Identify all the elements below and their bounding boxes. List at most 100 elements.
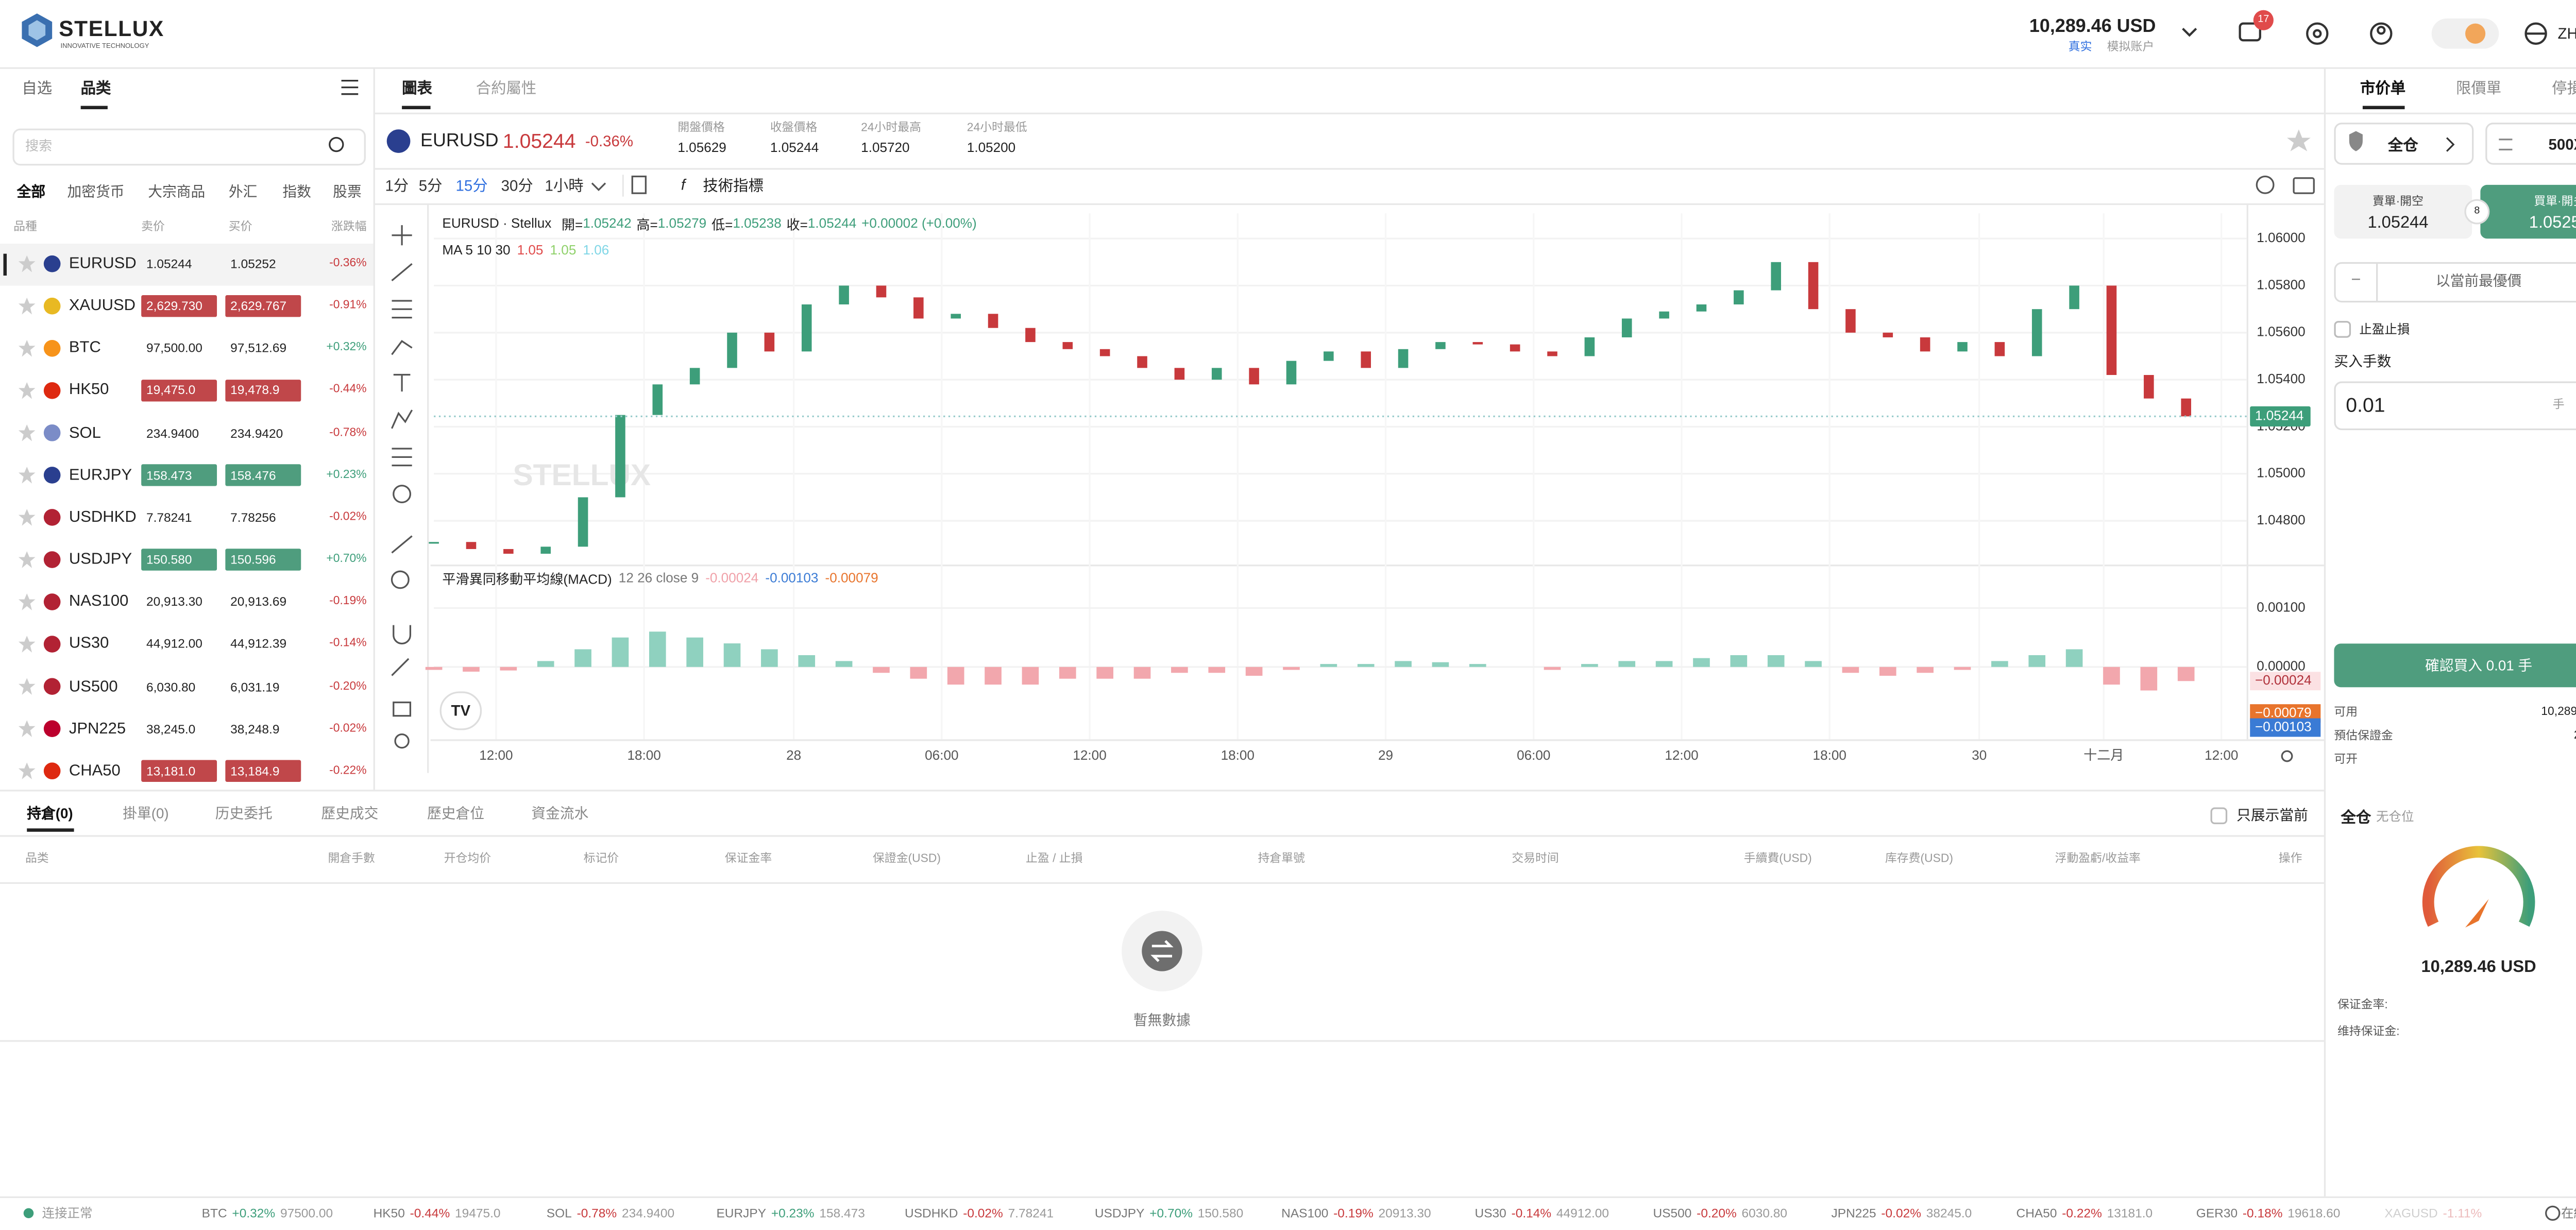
tab[interactable]: 停損單 [2552, 79, 2576, 97]
filter[interactable]: 外汇 [228, 183, 258, 200]
confirm-label[interactable]: 確認買入 0.01 手 [2425, 657, 2533, 674]
filter[interactable]: 指数 [282, 183, 311, 200]
ticker-item[interactable]: BTC +0.32% 97500.00 [202, 1206, 333, 1221]
timeframe[interactable]: 1小時 [545, 177, 584, 194]
sell-button[interactable] [2334, 184, 2472, 239]
tab[interactable]: 圖表 [402, 79, 432, 97]
tab[interactable]: 历史委托 [215, 805, 273, 822]
leverage-box[interactable] [2485, 123, 2576, 165]
checkbox[interactable] [2210, 807, 2228, 825]
chevron [2446, 137, 2455, 152]
price-flash [225, 295, 301, 317]
macd-bar [2028, 655, 2046, 667]
column-header: 手續費(USD) [1743, 853, 1812, 866]
symbol[interactable]: JPN225 [69, 719, 126, 738]
timeframe[interactable]: 15分 [455, 177, 488, 194]
timeframe[interactable]: 1分 [385, 177, 409, 194]
ticker-item[interactable]: USDHKD -0.02% 7.78241 [905, 1206, 1054, 1221]
decrement[interactable]: − [2351, 271, 2361, 290]
candle-body [1472, 342, 1483, 345]
tp-sl[interactable]: 止盈止損 [2359, 321, 2410, 337]
symbol[interactable]: SOL [69, 423, 101, 442]
ticker-change: +0.23% [771, 1205, 815, 1221]
last-price-label: 1.05244 [2255, 407, 2303, 423]
watermark: STELLUX [513, 458, 651, 492]
macd-bar [947, 667, 964, 685]
x-tick-label: 18:00 [1813, 747, 1846, 763]
tab[interactable]: 歷史成交 [321, 805, 379, 822]
tab[interactable]: 品类 [80, 79, 111, 97]
language[interactable]: ZH [2557, 25, 2576, 42]
tab-underline [80, 106, 108, 110]
timeframe[interactable]: 30分 [501, 177, 533, 194]
symbol[interactable]: XAUUSD [69, 297, 136, 316]
filter[interactable]: 股票 [333, 183, 362, 200]
indicators[interactable]: 技術指標 [703, 177, 764, 194]
symbol[interactable]: USDHKD [69, 508, 137, 527]
timeframe[interactable]: 5分 [418, 177, 443, 194]
candle-body [1621, 318, 1632, 337]
confirm-button[interactable] [2334, 643, 2576, 688]
filter[interactable]: 全部 [16, 183, 46, 200]
symbol[interactable]: NAS100 [69, 592, 129, 611]
ticker-item[interactable]: USDJPY +0.70% 150.580 [1095, 1206, 1243, 1221]
filter-label[interactable]: 只展示當前 [2236, 806, 2308, 824]
candle-body [2106, 285, 2117, 375]
margin-mode-box[interactable] [2334, 123, 2474, 165]
account-real[interactable]: 真实 [2068, 42, 2092, 54]
symbol[interactable]: US500 [69, 677, 118, 696]
star [18, 762, 36, 780]
ticker-item[interactable]: JPN225 -0.02% 38245.0 [1831, 1206, 1972, 1221]
symbol[interactable]: EURJPY [69, 466, 132, 485]
favorite[interactable] [2287, 129, 2311, 151]
ticker-item[interactable]: XAGUSD -1.11% [2384, 1206, 2482, 1221]
ticker-change: -0.19% [1333, 1205, 1374, 1221]
account-demo[interactable]: 模拟账户 [2107, 42, 2155, 54]
ticker-item[interactable]: CHA50 -0.22% 13181.0 [2016, 1206, 2153, 1221]
tab[interactable]: 合約屬性 [476, 79, 537, 97]
candle-body [1174, 368, 1185, 380]
symbol[interactable]: US30 [69, 635, 109, 654]
ticker-item[interactable]: HK50 -0.44% 19475.0 [374, 1206, 501, 1221]
symbol[interactable]: HK50 [69, 381, 109, 400]
tab[interactable]: 掛單(0) [123, 805, 169, 822]
tab[interactable]: 市价单 [2360, 79, 2406, 97]
candle-body [764, 332, 775, 352]
tab[interactable]: 限價單 [2456, 79, 2502, 97]
tab-underline [2362, 106, 2405, 110]
ticker-price: 44912.00 [1556, 1205, 1609, 1221]
lots-label: 买入手数 [2334, 353, 2392, 370]
tab[interactable]: 持倉(0) [27, 805, 73, 822]
x-tick-label: 28 [786, 747, 801, 763]
bid: 19,475.0 [146, 383, 196, 398]
x-tick-label: 12:00 [1665, 747, 1698, 763]
tab[interactable]: 自选 [22, 79, 53, 97]
symbol[interactable]: EURUSD [69, 254, 137, 274]
symbol-icon [43, 509, 61, 526]
ticker-item[interactable]: US30 -0.14% 44912.00 [1475, 1206, 1609, 1221]
checkbox[interactable] [2334, 321, 2351, 338]
ticker-item[interactable]: EURJPY +0.23% 158.473 [716, 1206, 865, 1221]
search-box[interactable] [12, 128, 366, 166]
symbol[interactable]: USDJPY [69, 550, 132, 569]
filter[interactable]: 加密货币 [67, 183, 125, 200]
filter[interactable]: 大宗商品 [148, 183, 206, 200]
ticker-item[interactable]: SOL -0.78% 234.9400 [547, 1206, 674, 1221]
support[interactable]: 在線客服 [2561, 1205, 2576, 1221]
leverage-icon [2499, 139, 2513, 150]
ticker-item[interactable]: US500 -0.20% 6030.80 [1653, 1206, 1788, 1221]
lots-input[interactable] [2334, 381, 2576, 431]
symbol[interactable]: CHA50 [69, 761, 121, 780]
symbol-icon [43, 255, 61, 272]
leverage: 500X [2548, 136, 2576, 153]
change: -0.78% [329, 426, 367, 439]
bid: 13,181.0 [146, 763, 196, 779]
tab[interactable]: 歷史倉位 [427, 805, 485, 822]
ticker-item[interactable]: GER30 -0.18% 19618.60 [2196, 1206, 2341, 1221]
buy-button[interactable] [2480, 184, 2576, 239]
macd-bar [1245, 667, 1263, 676]
symbol[interactable]: BTC [69, 339, 101, 358]
tab[interactable]: 資金流水 [531, 805, 589, 822]
ticker-item[interactable]: NAS100 -0.19% 20913.30 [1281, 1206, 1431, 1221]
macd-bar [1544, 667, 1561, 670]
